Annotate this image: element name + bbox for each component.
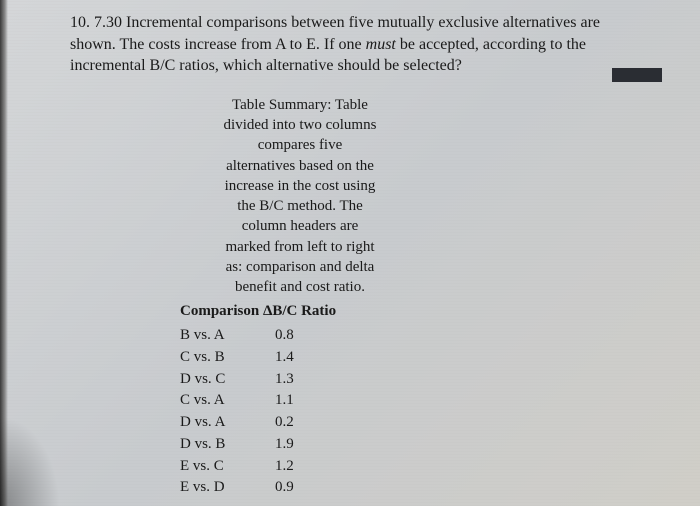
cell-value: 1.9 [275,434,335,456]
summary-line: column headers are [180,216,420,236]
comparison-table: Comparison ΔB/C Ratio B vs. A 0.8 C vs. … [180,301,420,499]
cell-value: 1.4 [275,347,335,369]
question-emphasis: must [366,36,396,53]
header-comparison: Comparison [180,303,259,319]
table-row: D vs. B 1.9 [180,434,420,456]
table-summary: Table Summary: Table divided into two co… [180,95,420,298]
question-number: 10. 7.30 [70,14,122,31]
cell-value: 0.2 [275,412,335,434]
cell-comparison: C vs. A [180,390,275,412]
summary-line: divided into two columns [180,115,420,135]
cell-comparison: D vs. A [180,412,275,434]
table-row: E vs. C 1.2 [180,456,420,478]
summary-line: as: comparison and delta [180,257,420,277]
cell-comparison: C vs. B [180,347,275,369]
table-row: E vs. D 0.9 [180,477,420,499]
summary-line: benefit and cost ratio. [180,277,420,297]
summary-line: increase in the cost using [180,176,420,196]
summary-line: alternatives based on the [180,156,420,176]
cell-value: 1.1 [275,390,335,412]
table-row: D vs. C 1.3 [180,369,420,391]
content-block: Table Summary: Table divided into two co… [180,95,420,499]
cell-value: 0.8 [275,325,335,347]
summary-line: the B/C method. The [180,196,420,216]
summary-line: compares five [180,135,420,155]
table-row: C vs. A 1.1 [180,390,420,412]
cell-comparison: E vs. C [180,456,275,478]
table-row: B vs. A 0.8 [180,325,420,347]
cell-comparison: D vs. B [180,434,275,456]
table-row: C vs. B 1.4 [180,347,420,369]
cell-value: 0.9 [275,477,335,499]
cell-comparison: B vs. A [180,325,275,347]
header-ratio: ΔB/C Ratio [263,303,336,319]
redaction-bar [612,68,662,82]
question-text: 10. 7.30 Incremental comparisons between… [70,12,640,77]
summary-line: Table Summary: Table [180,95,420,115]
table-header-row: Comparison ΔB/C Ratio [180,301,420,323]
cell-value: 1.2 [275,456,335,478]
page-corner-shadow [0,416,60,506]
cell-value: 1.3 [275,369,335,391]
cell-comparison: D vs. C [180,369,275,391]
cell-comparison: E vs. D [180,477,275,499]
table-row: D vs. A 0.2 [180,412,420,434]
summary-line: marked from left to right [180,237,420,257]
